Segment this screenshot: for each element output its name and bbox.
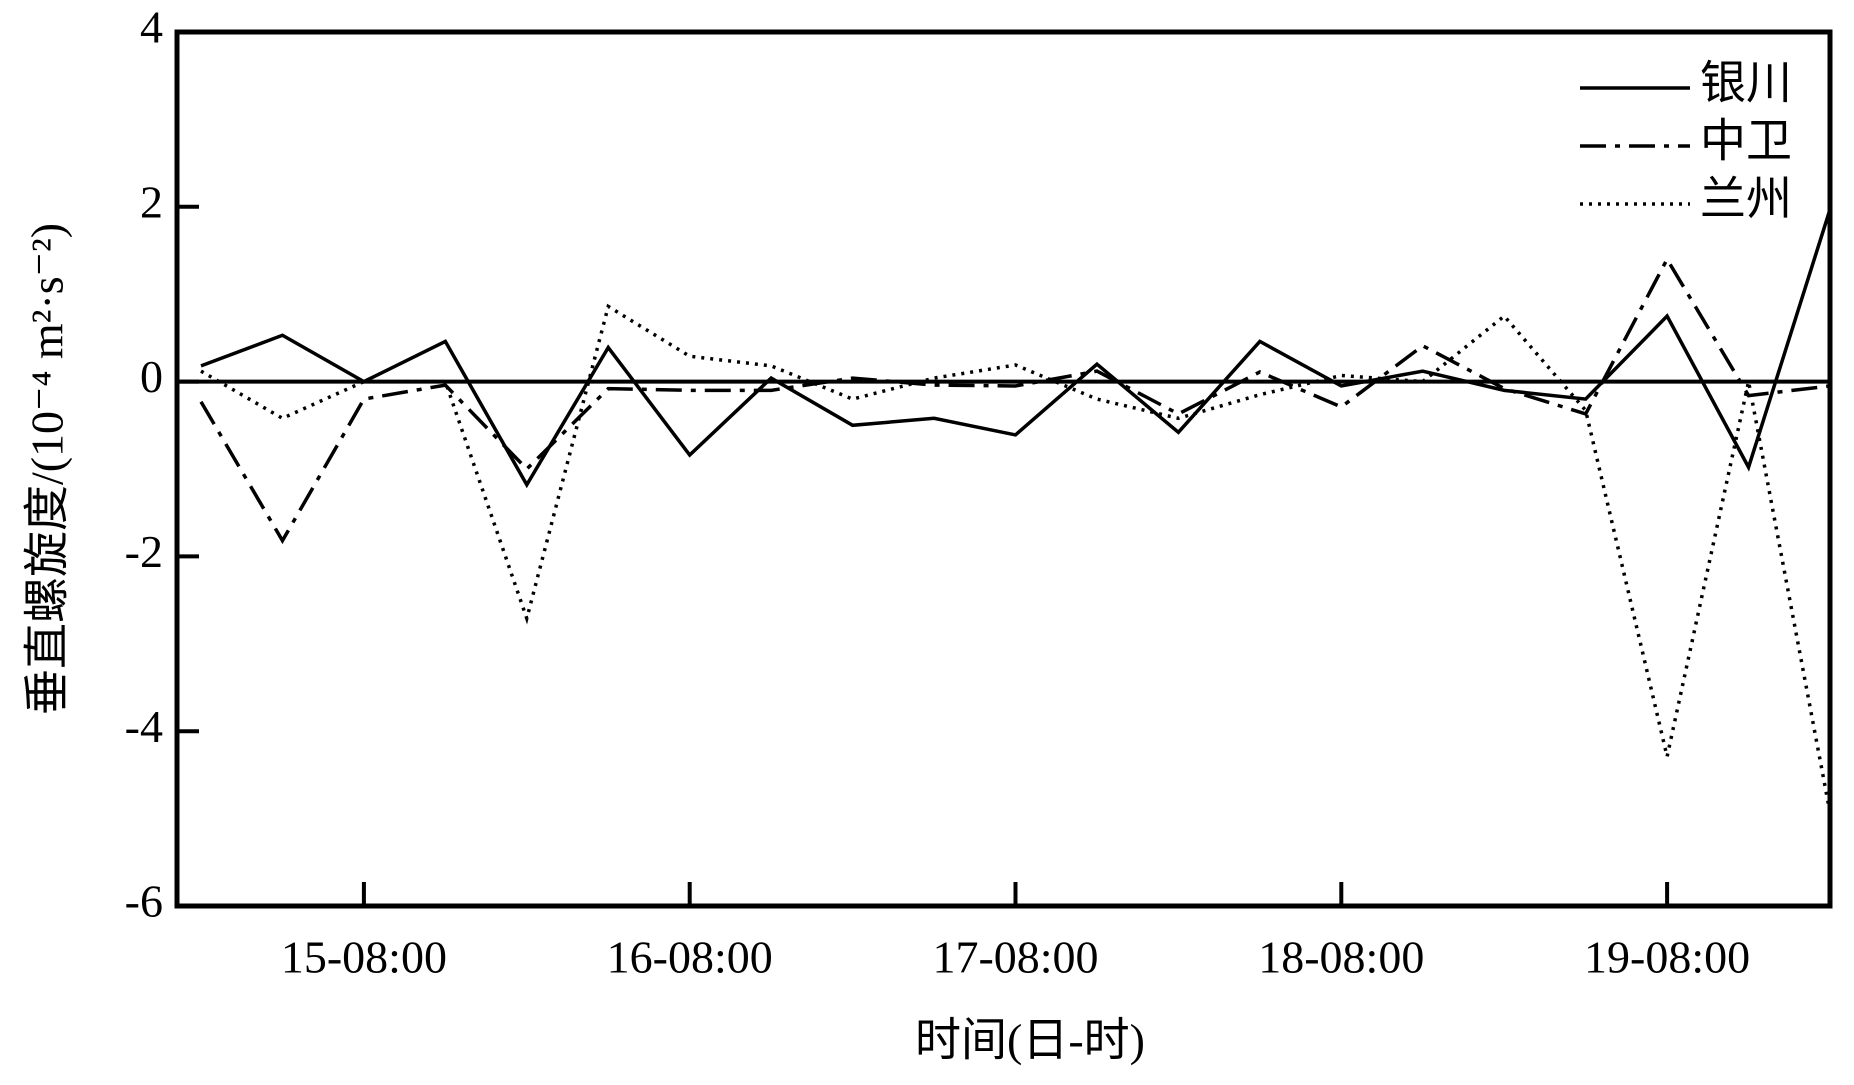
legend-label: 银川 [1700,58,1792,109]
x-tick-label: 19-08:00 [1584,932,1750,983]
y-tick-label: 0 [140,351,163,402]
y-tick-label: 4 [140,2,163,53]
x-axis-label: 时间(日-时) [915,1015,1145,1066]
y-tick-label: -2 [125,526,163,577]
series-line [199,255,1831,545]
y-axis-label: 垂直螺旋度/(10⁻⁴ m²·s⁻²) [22,223,73,715]
x-tick-label: 18-08:00 [1258,932,1424,983]
y-tick-label: 2 [140,176,163,227]
x-tick-label: 16-08:00 [607,932,773,983]
plot-frame [174,29,1833,909]
y-tick-label: -4 [125,701,163,752]
y-tick-label: -6 [125,876,163,927]
x-tick-label: 17-08:00 [932,932,1098,983]
legend-label: 中卫 [1700,116,1792,167]
series-line [200,303,1832,813]
legend-label: 兰州 [1700,174,1792,225]
x-tick-label: 15-08:00 [281,932,447,983]
series-line [200,208,1832,489]
